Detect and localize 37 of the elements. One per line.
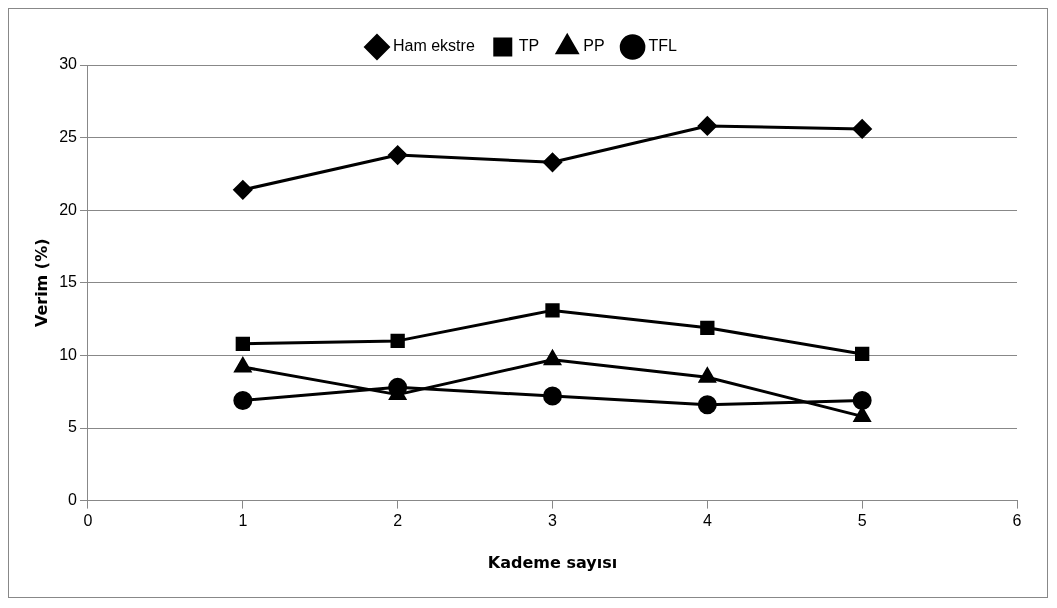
x-tick-label: 2 <box>393 511 403 529</box>
x-tick-label: 5 <box>857 511 867 529</box>
point <box>388 145 408 165</box>
x-tick-label: 1 <box>238 511 248 529</box>
point <box>235 336 250 351</box>
y-tick-label: 0 <box>68 491 78 509</box>
point <box>543 152 562 172</box>
legend-label: TP <box>518 37 540 55</box>
x-axis-title: Kademe sayısı <box>487 552 618 572</box>
y-tick-label: 30 <box>59 55 78 73</box>
point <box>545 303 560 318</box>
y-tick-label: 25 <box>59 128 78 146</box>
y-tick-label: 20 <box>59 200 78 218</box>
y-tick-label: 10 <box>59 345 78 363</box>
point <box>543 386 562 406</box>
x-tick-label: 6 <box>1012 511 1022 529</box>
point <box>544 350 561 366</box>
point <box>234 357 252 373</box>
point <box>698 367 716 383</box>
point <box>390 333 405 349</box>
point <box>233 180 253 200</box>
y-tick-label: 5 <box>68 418 78 436</box>
legend-label: PP <box>583 37 605 55</box>
x-tick-label: 4 <box>702 511 712 529</box>
y-axis-title: Verim (%) <box>31 238 51 328</box>
point <box>855 346 870 362</box>
legend-label: TFL <box>648 37 678 55</box>
point <box>697 395 717 415</box>
point <box>852 119 872 139</box>
point <box>697 116 717 136</box>
point <box>233 390 253 410</box>
point <box>852 390 872 410</box>
x-tick-label: 0 <box>83 511 93 529</box>
y-tick-label: 15 <box>59 273 78 291</box>
legend-label: Ham ekstre <box>392 37 475 55</box>
point <box>700 320 715 335</box>
x-tick-label: 3 <box>548 511 558 529</box>
